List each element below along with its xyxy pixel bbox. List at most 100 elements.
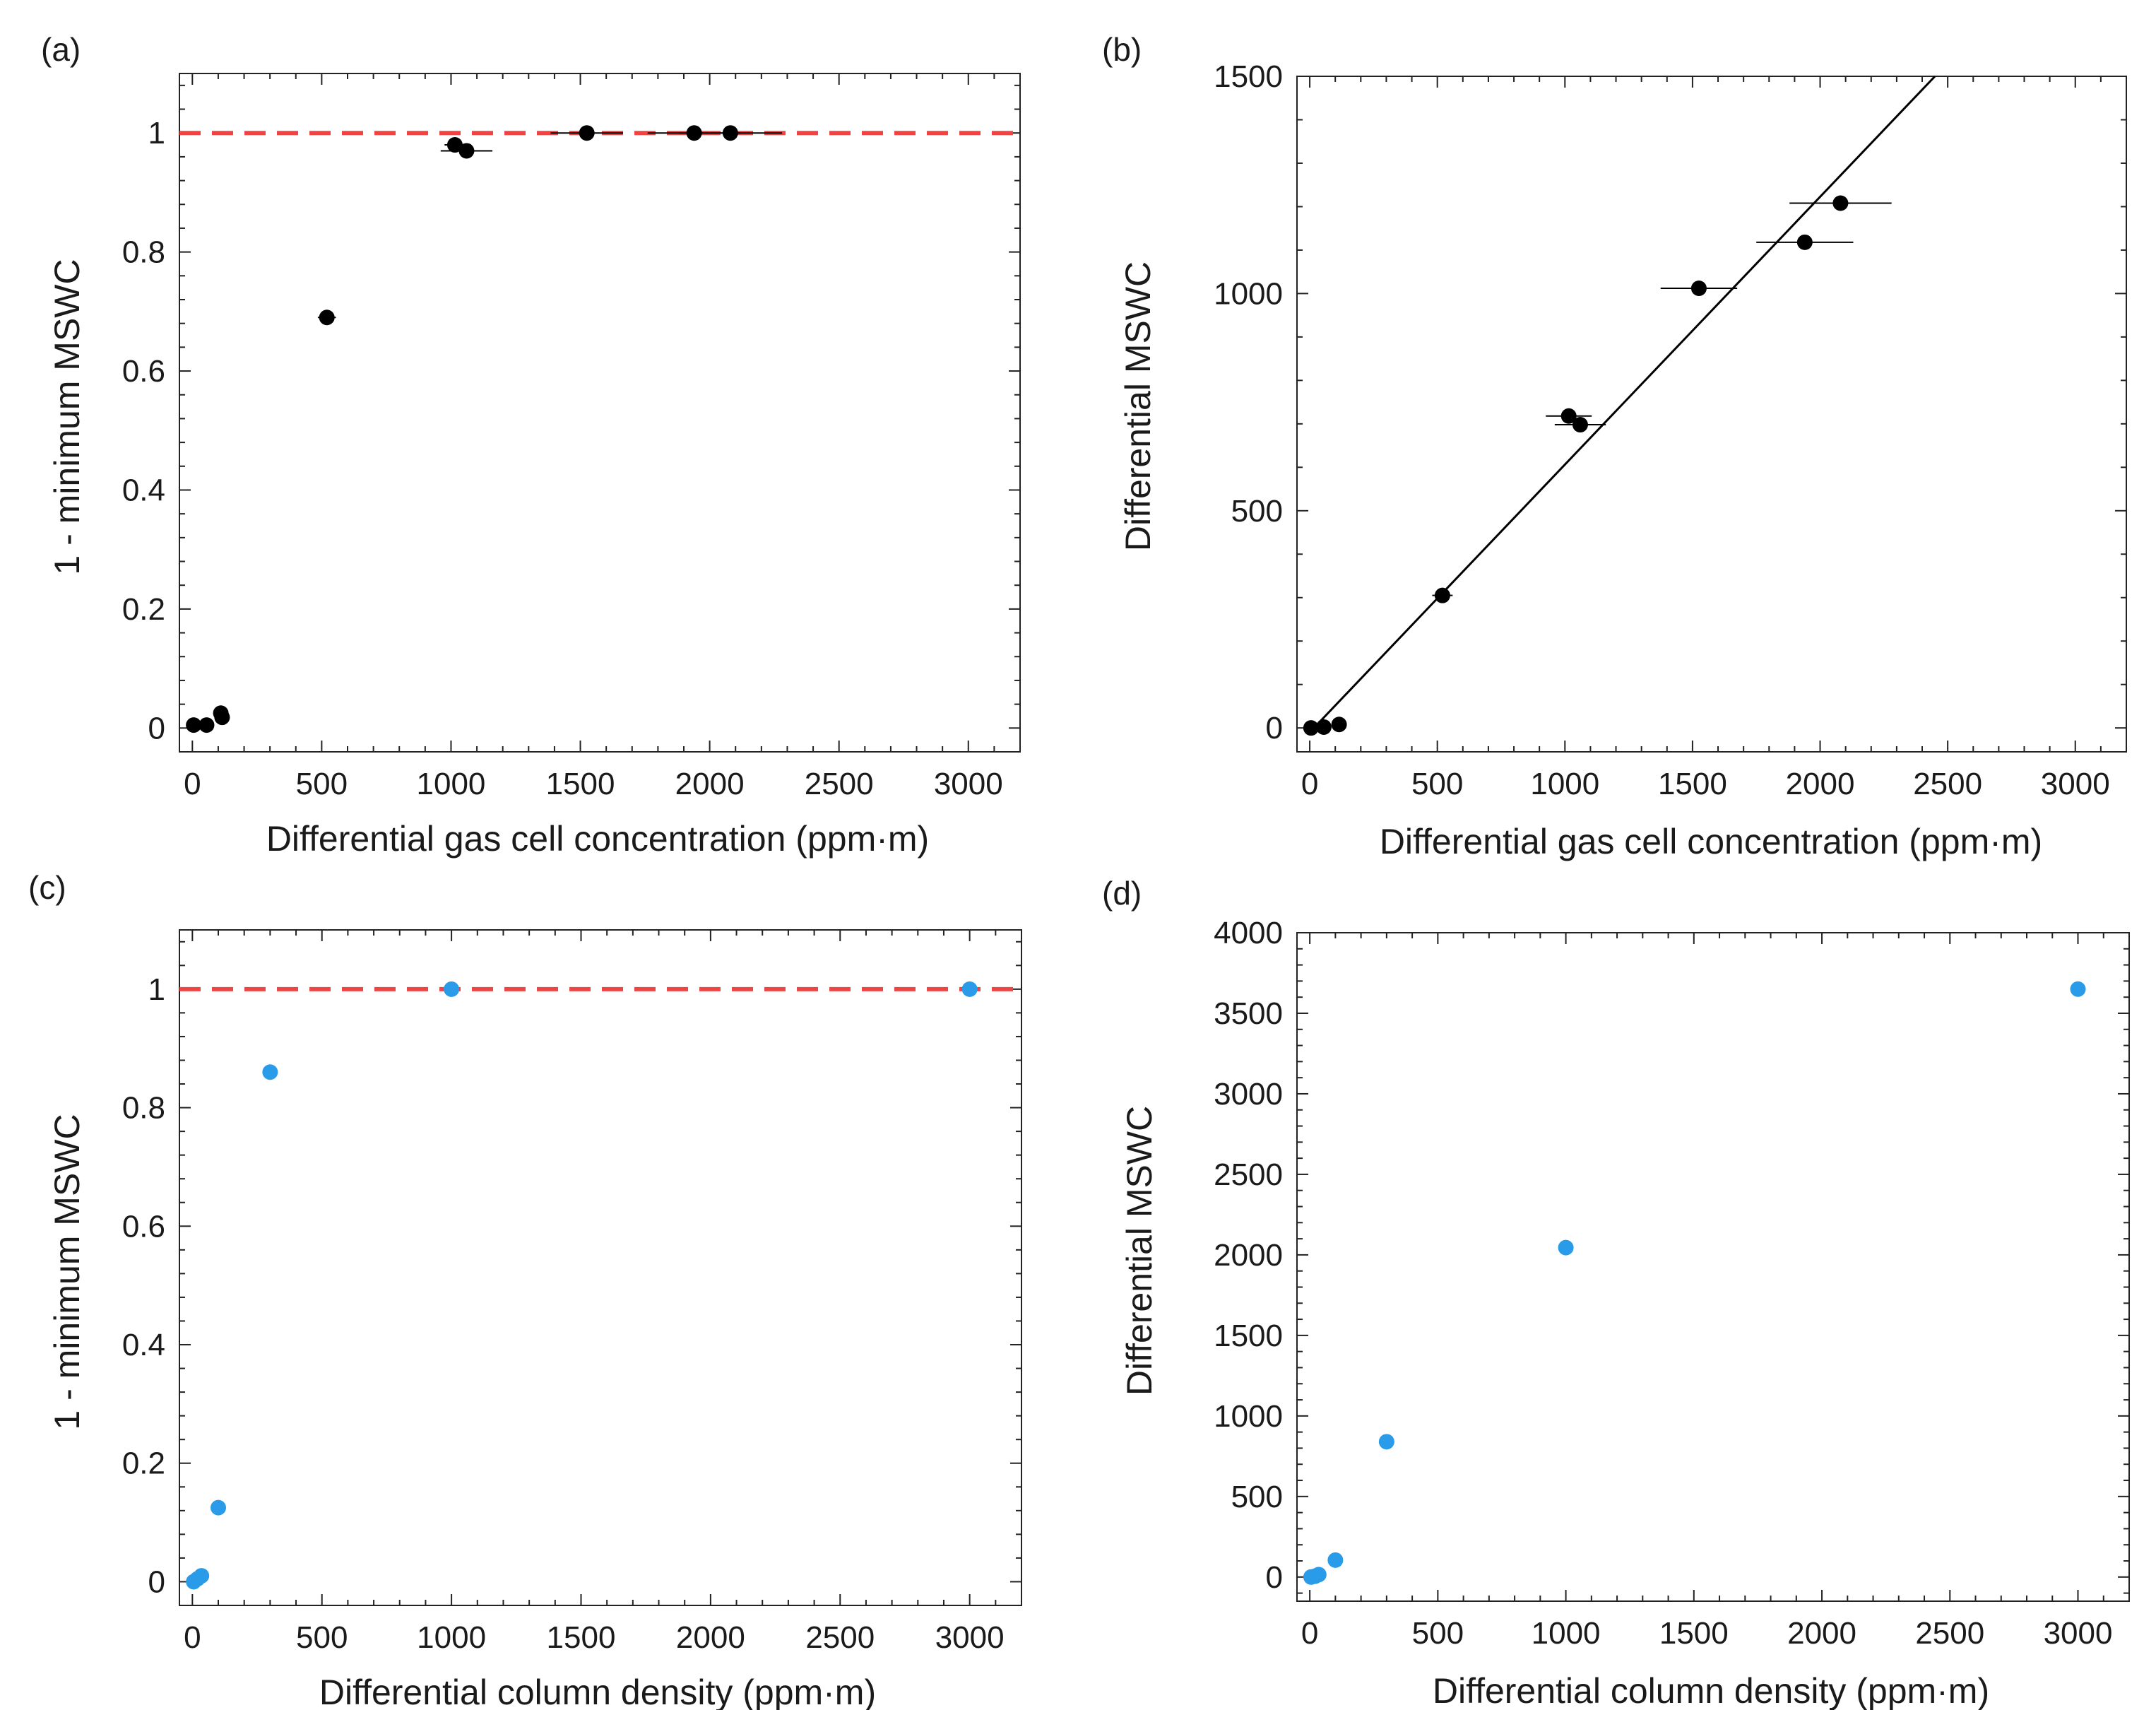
x-tick-label-a: 2000 (675, 767, 745, 801)
x-tick-label-d: 500 (1412, 1616, 1464, 1651)
y-axis-label-b: Differential MSWC (1118, 261, 1158, 551)
y-axis-label-c: 1 - minimum MSWC (47, 1114, 87, 1429)
x-tick-label-d: 1000 (1532, 1616, 1601, 1651)
x-tick-label-a: 0 (184, 767, 201, 801)
data-point-c (444, 981, 460, 997)
x-tick-label-a: 2500 (805, 767, 874, 801)
x-tick-label-b: 2000 (1786, 767, 1855, 801)
y-tick-label-d: 3000 (1214, 1077, 1283, 1112)
y-tick-label-c: 0.6 (122, 1209, 165, 1244)
x-tick-label-d: 0 (1301, 1616, 1318, 1651)
y-tick-label-c: 0.8 (122, 1091, 165, 1126)
y-tick-label-a: 0.6 (122, 354, 165, 389)
data-point-b (1690, 281, 1707, 297)
data-point-a (199, 717, 215, 733)
plot-area-a: 0 500 1000 1500 2000 2500 3000 0 0.2 0.4 0.6 0.8 1 (122, 73, 1021, 801)
x-tick-label-c: 1000 (417, 1620, 486, 1655)
y-tick-label-c: 0.2 (122, 1446, 165, 1481)
data-point-c (262, 1064, 278, 1080)
x-tick-label-c: 500 (296, 1620, 348, 1655)
x-tick-label-c: 3000 (935, 1620, 1005, 1655)
x-axis-label-b: Differential gas cell concentration (ppm… (1380, 822, 2042, 861)
data-point-b (1560, 408, 1577, 424)
x-tick-label-a: 1000 (417, 767, 486, 801)
data-point-c (211, 1499, 227, 1516)
panel-label-b: (b) (1102, 31, 1142, 68)
axes-frame-c (179, 929, 1022, 1606)
axes-frame-b (1296, 76, 2127, 753)
data-point-a (319, 309, 335, 326)
data-point-a (214, 709, 230, 726)
data-point-b (1331, 717, 1347, 733)
y-tick-label-d: 0 (1266, 1560, 1283, 1595)
data-point-d (2070, 981, 2086, 997)
plot-area-b: 0 500 1000 1500 2000 2500 3000 0 500 1000 1500 (1214, 59, 2127, 801)
plot-area-c: 0 500 1000 1500 2000 2500 3000 0 0.2 0.4 0.6 0.8 1 (122, 929, 1022, 1655)
x-tick-label-b: 500 (1411, 767, 1463, 801)
data-point-a (722, 125, 738, 141)
y-tick-label-a: 1 (148, 116, 165, 151)
data-point-a (458, 143, 475, 159)
data-point-b (1315, 719, 1332, 735)
data-point-d (1558, 1239, 1574, 1256)
x-tick-label-a: 3000 (934, 767, 1003, 801)
fit-line-b (1308, 75, 1936, 733)
y-tick-label-a: 0 (148, 711, 165, 745)
x-tick-label-b: 1000 (1530, 767, 1599, 801)
axes-frame-d (1296, 932, 2130, 1602)
y-tick-label-a: 0.8 (122, 235, 165, 270)
data-point-b (1796, 234, 1813, 250)
y-tick-label-c: 0 (148, 1564, 165, 1599)
x-tick-label-b: 3000 (2041, 767, 2110, 801)
y-tick-label-d: 2500 (1214, 1157, 1283, 1192)
x-axis-label-c: Differential column density (ppm·m) (319, 1673, 876, 1710)
x-tick-label-d: 3000 (2044, 1616, 2113, 1651)
x-tick-label-b: 2500 (1913, 767, 1982, 801)
x-axis-label-a: Differential gas cell concentration (ppm… (266, 819, 929, 859)
x-tick-label-a: 1500 (546, 767, 615, 801)
y-tick-label-d: 1000 (1214, 1399, 1283, 1434)
data-point-b (1832, 195, 1849, 211)
data-point-c (194, 1568, 210, 1584)
panel-d: (d) Differential column density (ppm·m) … (1102, 875, 2130, 1710)
y-tick-label-c: 0.4 (122, 1328, 165, 1362)
data-point-d (1310, 1567, 1327, 1583)
y-tick-label-d: 4000 (1214, 916, 1283, 950)
data-point-d (1327, 1552, 1344, 1568)
x-tick-label-c: 2000 (676, 1620, 745, 1655)
x-tick-label-b: 1500 (1658, 767, 1727, 801)
x-axis-label-d: Differential column density (ppm·m) (1433, 1671, 1989, 1710)
data-point-b (1303, 720, 1319, 736)
panel-a: (a) Differential gas cell concentration … (41, 31, 1021, 859)
y-tick-label-a: 0.2 (122, 592, 165, 627)
data-point-a (446, 137, 463, 153)
x-tick-label-d: 1500 (1659, 1616, 1729, 1651)
panel-label-a: (a) (41, 31, 81, 68)
x-tick-label-c: 1500 (547, 1620, 616, 1655)
x-tick-label-b: 0 (1301, 767, 1318, 801)
y-tick-label-d: 500 (1231, 1480, 1283, 1514)
y-axis-label-a: 1 - minimum MSWC (47, 259, 87, 574)
x-tick-label-c: 0 (184, 1620, 201, 1655)
x-tick-label-d: 2000 (1787, 1616, 1856, 1651)
panel-label-d: (d) (1102, 875, 1142, 912)
data-point-c (961, 981, 978, 997)
data-point-b (1434, 587, 1450, 603)
data-point-b (1572, 417, 1588, 433)
panel-b: (b) Differential gas cell concentration … (1102, 31, 2127, 861)
data-point-d (1378, 1434, 1394, 1450)
y-tick-label-b: 500 (1231, 494, 1283, 529)
data-point-a (579, 125, 595, 141)
panel-label-c: (c) (28, 869, 66, 906)
axes-frame-a (179, 73, 1021, 753)
data-point-a (186, 717, 202, 733)
y-tick-label-c: 1 (148, 972, 165, 1007)
y-tick-label-d: 2000 (1214, 1238, 1283, 1273)
x-tick-label-d: 2500 (1915, 1616, 1984, 1651)
x-tick-label-c: 2500 (805, 1620, 875, 1655)
y-tick-label-a: 0.4 (122, 473, 165, 507)
x-tick-label-a: 500 (296, 767, 348, 801)
y-tick-label-d: 1500 (1214, 1319, 1283, 1353)
panel-c: (c) Differential column density (ppm·m) … (28, 869, 1022, 1710)
